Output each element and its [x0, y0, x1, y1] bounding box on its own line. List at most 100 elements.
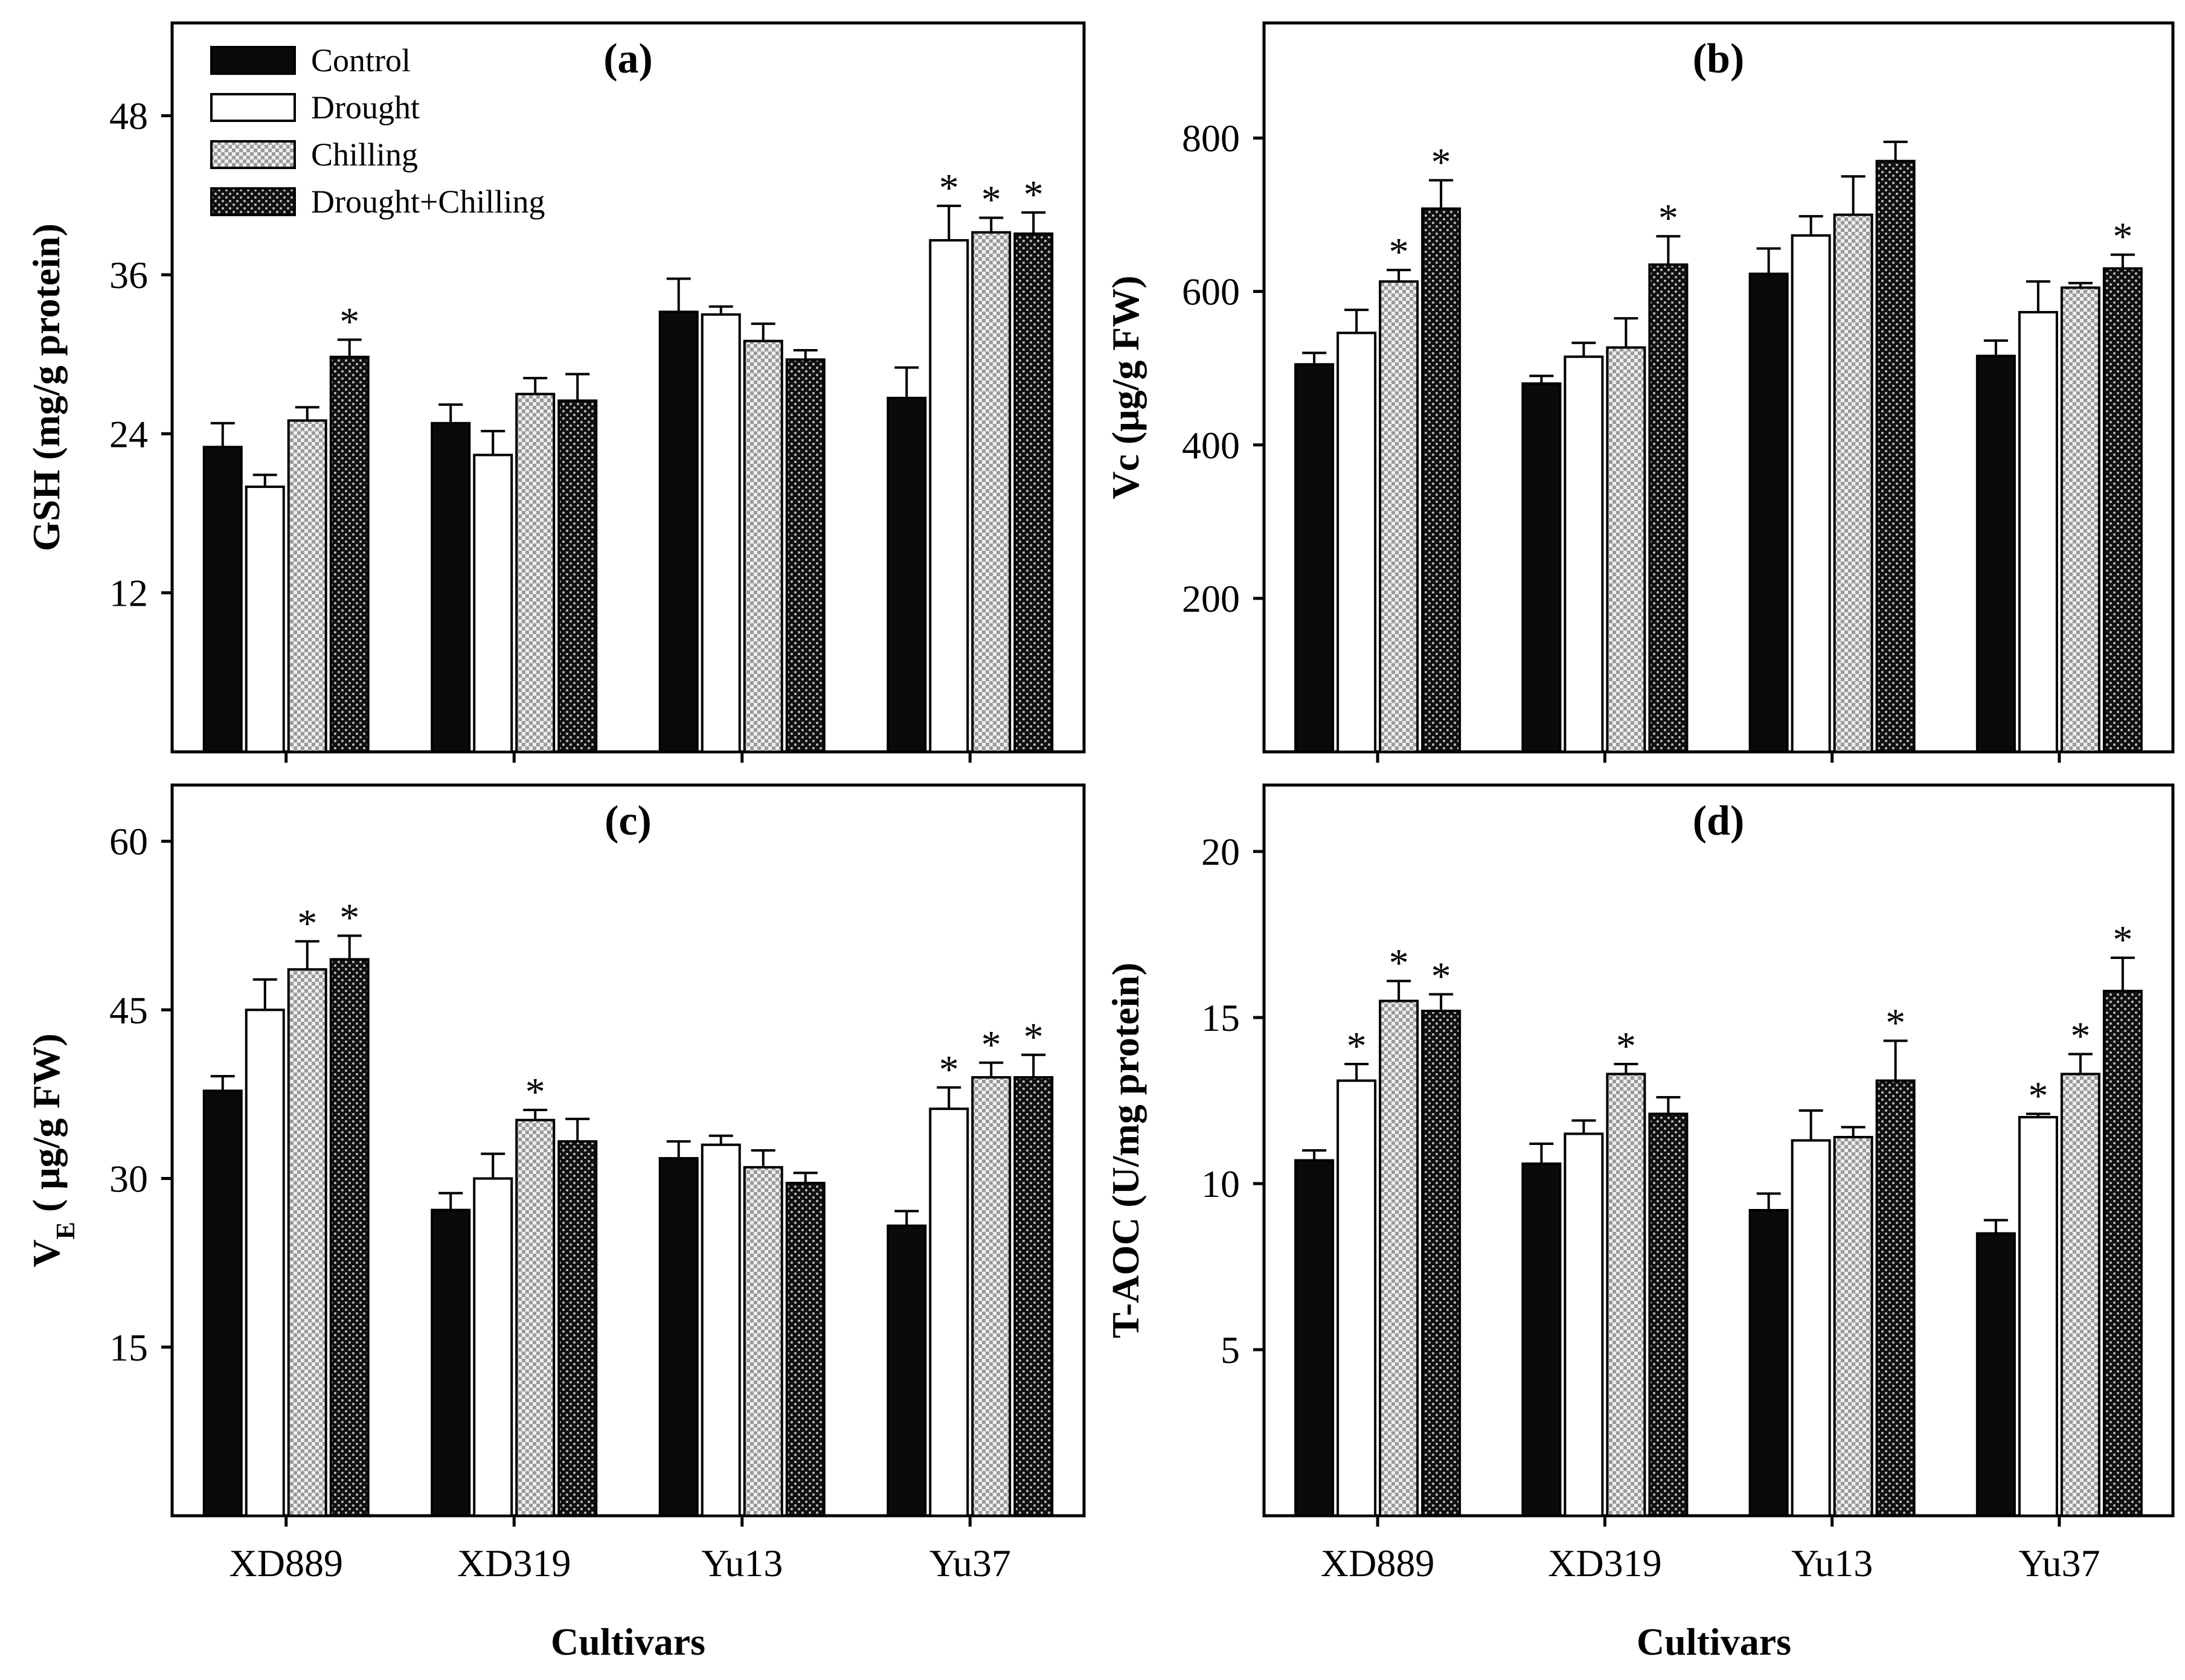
- bar-chilling-yu13: [743, 339, 783, 753]
- significance-star: *: [297, 902, 317, 946]
- y-tick-label: 20: [1201, 830, 1240, 873]
- x-tick-label-xd889: XD889: [1321, 1542, 1434, 1585]
- significance-star: *: [339, 300, 359, 344]
- bar-control-xd889: [202, 446, 243, 753]
- y-tick-label: 600: [1182, 271, 1240, 313]
- x-tick-label-yu13: Yu13: [1791, 1542, 1873, 1585]
- significance-star: *: [2113, 918, 2132, 962]
- plot-frame: [170, 783, 1086, 1518]
- x-tick-label-xd319: XD319: [1548, 1542, 1661, 1585]
- significance-star: *: [2113, 215, 2132, 259]
- significance-star: *: [339, 896, 359, 940]
- bar-drought-chilling-yu37: [2102, 267, 2143, 753]
- legend-label-control: Control: [311, 42, 411, 79]
- y-tick-label: 200: [1182, 577, 1240, 620]
- significance-star: *: [939, 1048, 959, 1092]
- panel-label: (d): [1693, 798, 1745, 844]
- significance-star: *: [1616, 1024, 1636, 1068]
- legend-swatch-drought-chilling: [210, 187, 296, 216]
- panel-b: 200 400 600 800 * * * * (b) Vc (μg/g FW): [1104, 21, 2175, 763]
- x-axis-title-right: Cultivars: [1637, 1620, 1791, 1663]
- bar-drought-xd319: [1564, 1132, 1604, 1517]
- bar-drought-yu37: [2018, 1116, 2058, 1517]
- y-axis-title: Vc (μg/g FW): [1104, 275, 1147, 499]
- panel-label: (a): [603, 36, 653, 82]
- bar-control-xd319: [1521, 382, 1562, 753]
- bar-chilling-yu13: [1833, 1136, 1873, 1517]
- bar-chilling-xd889: [287, 968, 327, 1518]
- bar-drought-yu13: [701, 313, 741, 753]
- bar-drought-chilling-yu37: [1013, 232, 1054, 753]
- bar-drought-chilling-xd889: [329, 356, 370, 753]
- bar-drought-xd319: [473, 454, 513, 753]
- bar-chilling-xd319: [1606, 1072, 1646, 1517]
- bar-control-xd319: [431, 422, 471, 753]
- bar-control-yu13: [658, 310, 699, 753]
- x-tick-label-xd319: XD319: [457, 1542, 571, 1585]
- chart-panels: 12 24 36 48 * * * * (a) GSH (mg/g protein) 200 400 6…: [25, 21, 2175, 1585]
- bar-control-yu37: [1975, 1232, 2016, 1517]
- bar-chilling-xd889: [1379, 999, 1419, 1517]
- y-tick-label: 15: [1201, 996, 1240, 1039]
- panel-c: 15 30 45 60 XD889 * * XD319 * Yu13 Yu37 * * * (c) VE ( …: [25, 783, 1086, 1585]
- legend-label-chilling: Chilling: [311, 136, 418, 173]
- x-tick-label-yu37: Yu37: [929, 1542, 1011, 1585]
- bar-control-yu13: [658, 1157, 699, 1517]
- y-axis-title: GSH (mg/g protein): [25, 223, 68, 551]
- bar-drought-yu13: [1791, 234, 1831, 753]
- bar-chilling-yu13: [743, 1165, 783, 1517]
- y-tick-label: 24: [109, 412, 148, 455]
- bar-drought-xd889: [245, 1008, 285, 1518]
- legend-swatch-chilling: [210, 140, 296, 169]
- bar-control-yu37: [887, 397, 927, 753]
- bar-drought-chilling-yu13: [1875, 159, 1916, 753]
- bar-drought-yu37: [2018, 310, 2058, 753]
- panel-a: 12 24 36 48 * * * * (a) GSH (mg/g protein): [25, 21, 1086, 763]
- bar-drought-yu13: [701, 1143, 741, 1517]
- bar-chilling-yu37: [2060, 286, 2100, 753]
- legend-label-drought: Drought: [311, 89, 420, 126]
- panel-label: (c): [605, 798, 652, 844]
- bar-drought-chilling-xd319: [1648, 263, 1689, 754]
- bar-drought-chilling-yu37: [1013, 1076, 1054, 1517]
- legend-swatch-control: [210, 46, 296, 75]
- bar-control-xd889: [1294, 1159, 1335, 1517]
- bar-chilling-xd319: [515, 393, 556, 753]
- bar-drought-xd889: [245, 486, 285, 753]
- bar-drought-chilling-yu13: [785, 1181, 826, 1517]
- significance-star: *: [981, 1023, 1001, 1067]
- y-axis-title: T-AOC (U/mg protein): [1104, 963, 1147, 1338]
- bar-control-xd889: [202, 1089, 243, 1518]
- significance-star: *: [939, 166, 959, 210]
- bar-drought-xd319: [473, 1177, 513, 1517]
- x-tick-label-yu13: Yu13: [701, 1542, 783, 1585]
- significance-star: *: [1389, 230, 1409, 274]
- bar-drought-yu13: [1791, 1139, 1831, 1517]
- legend-label-drought-chilling: Drought+Chilling: [311, 184, 545, 220]
- bar-chilling-xd319: [515, 1118, 556, 1517]
- significance-star: *: [1431, 140, 1451, 184]
- bar-drought-chilling-yu37: [2102, 990, 2143, 1517]
- significance-star: *: [1347, 1024, 1367, 1068]
- bar-control-xd319: [1521, 1162, 1562, 1517]
- y-tick-label: 60: [109, 820, 148, 863]
- y-axis-title: VE ( μg/g FW): [25, 1033, 80, 1267]
- bar-chilling-xd889: [1379, 280, 1419, 753]
- legend-swatch-drought: [210, 93, 296, 122]
- bar-control-yu13: [1748, 272, 1789, 753]
- y-tick-label: 45: [109, 989, 148, 1031]
- chart-legend: Control Drought Chilling Drought+Chilling: [210, 42, 545, 220]
- y-tick-label: 12: [109, 572, 148, 615]
- y-tick-label: 10: [1201, 1162, 1240, 1205]
- significance-star: *: [2070, 1015, 2090, 1059]
- significance-star: *: [1431, 955, 1451, 999]
- significance-star: *: [525, 1070, 545, 1114]
- bar-drought-chilling-xd889: [1421, 207, 1461, 754]
- y-tick-label: 30: [109, 1158, 148, 1201]
- bar-drought-chilling-xd319: [1648, 1112, 1689, 1517]
- bar-drought-xd319: [1564, 355, 1604, 753]
- bar-control-yu37: [1975, 354, 2016, 753]
- bar-chilling-xd319: [1606, 346, 1646, 753]
- significance-star: *: [1024, 173, 1044, 217]
